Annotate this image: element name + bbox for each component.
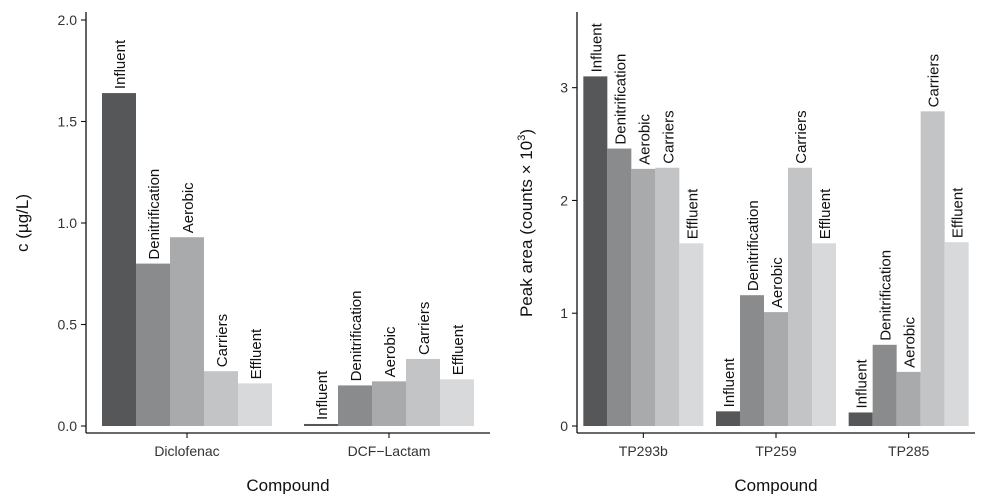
left-bar-aerobic-1 — [372, 381, 406, 426]
left-bar-label: Denitrification — [348, 291, 365, 382]
right-y-tick-label: 3 — [560, 80, 568, 96]
left-category-label: Diclofenac — [154, 443, 219, 459]
right-category-label: TP293b — [619, 443, 668, 459]
right-bar-carriers-2 — [920, 111, 945, 426]
left-bar-label: Aerobic — [180, 182, 197, 233]
right-y-axis-title: Peak area (counts × 103) — [516, 129, 536, 317]
left-bar-label: Denitrification — [146, 169, 163, 260]
right-bar-label: Aerobic — [902, 317, 919, 368]
left-y-tick-label: 0.0 — [58, 418, 78, 434]
right-bar-label: Carriers — [793, 110, 810, 163]
left-y-tick-label: 1.0 — [58, 215, 78, 231]
right-bar-aerobic-2 — [896, 371, 921, 426]
left-bar-label: Aerobic — [382, 326, 399, 377]
right-bar-effluent-0 — [679, 243, 704, 426]
right-bar-denitrification-2 — [872, 344, 897, 426]
left-bar-carriers-0 — [204, 371, 238, 426]
right-y-tick-label: 1 — [560, 305, 568, 321]
left-bar-label: Carriers — [416, 302, 433, 355]
right-bar-carriers-1 — [788, 167, 812, 426]
left-bar-label: Influent — [112, 39, 129, 89]
left-bar-aerobic-0 — [170, 237, 204, 426]
right-bar-denitrification-0 — [607, 148, 632, 427]
left-bar-denitrification-1 — [338, 385, 372, 426]
right-bar-denitrification-1 — [740, 295, 764, 426]
left-y-tick-label: 0.5 — [58, 317, 78, 333]
left-bar-label: Influent — [314, 370, 331, 420]
right-bar-label: Denitrification — [878, 250, 895, 341]
left-category-label: DCF−Lactam — [348, 443, 431, 459]
right-bar-label: Effluent — [684, 188, 701, 239]
left-bar-effluent-1 — [440, 379, 474, 426]
right-bar-label: Aerobic — [769, 257, 786, 308]
right-bar-label: Influent — [588, 22, 605, 72]
right-bar-label: Denitrification — [745, 200, 762, 291]
right-bar-label: Aerobic — [636, 114, 653, 165]
right-bar-influent-0 — [583, 76, 608, 426]
right-bar-label: Denitrification — [612, 54, 629, 145]
right-x-axis-title: Compound — [734, 476, 817, 494]
right-y-axis-title-main: Peak area (counts × 10 — [517, 141, 536, 317]
left-y-axis-title: c (µg/L) — [13, 194, 32, 252]
left-panel-chart: 0.0 0.5 1.0 1.5 2.0 c (µg/L) Compound Diclofena… — [13, 12, 490, 494]
left-bar-label: Effluent — [248, 328, 265, 379]
left-bar-influent-0 — [102, 93, 136, 426]
right-category-label: TP285 — [888, 443, 929, 459]
left-x-axis-title: Compound — [246, 476, 329, 494]
left-bar-label: Carriers — [214, 314, 231, 367]
right-bar-label: Effluent — [817, 188, 834, 239]
left-y-tick-label: 1.5 — [58, 114, 78, 130]
right-bar-label: Influent — [854, 358, 871, 408]
right-y-tick-label: 0 — [560, 418, 568, 434]
left-bar-influent-1 — [304, 423, 338, 426]
left-bar-denitrification-0 — [136, 263, 170, 426]
left-bar-label: Effluent — [450, 324, 467, 375]
left-bar-carriers-1 — [406, 359, 440, 426]
left-y-tick-label: 2.0 — [58, 12, 78, 28]
right-y-tick-label: 2 — [560, 192, 568, 208]
right-bar-influent-2 — [848, 412, 873, 426]
left-bar-effluent-0 — [238, 383, 272, 426]
right-bar-label: Effluent — [950, 187, 967, 238]
right-bar-aerobic-0 — [631, 168, 656, 426]
right-bar-effluent-2 — [944, 242, 969, 426]
right-y-axis-title-end: ) — [517, 129, 536, 135]
right-bar-aerobic-1 — [764, 312, 788, 426]
right-bar-label: Carriers — [926, 54, 943, 107]
right-bar-carriers-0 — [655, 167, 680, 426]
right-bar-influent-1 — [716, 411, 740, 426]
right-y-axis-title-sup: 3 — [516, 135, 528, 141]
right-bar-effluent-1 — [812, 243, 836, 426]
right-bar-label: Carriers — [660, 110, 677, 163]
right-category-label: TP259 — [755, 443, 796, 459]
right-bar-label: Influent — [721, 357, 738, 407]
